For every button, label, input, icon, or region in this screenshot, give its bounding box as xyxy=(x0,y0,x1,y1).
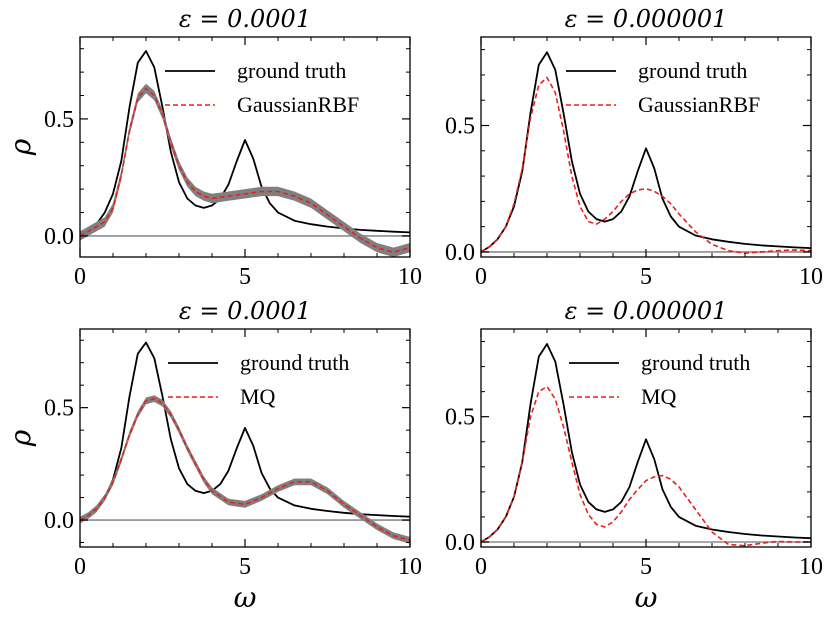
series-line-ground-truth xyxy=(80,50,410,237)
legend: ground truth GaussianRBF xyxy=(165,58,359,117)
x-tick-label: 10 xyxy=(398,264,422,290)
x-tick-label: 0 xyxy=(475,264,487,290)
subplot-2: 0 5 10 0.0 0.5 ε = 0.000001 ground truth Gaussi… xyxy=(445,5,823,290)
y-tick-label: 0.0 xyxy=(44,224,74,250)
legend-label: ground truth xyxy=(641,350,750,375)
x-tick-label: 10 xyxy=(799,554,823,580)
y-tick-label: 0.0 xyxy=(44,508,74,534)
y-axis-label: ρ xyxy=(4,138,37,156)
y-axis-label: ρ xyxy=(4,429,37,447)
y-tick-label: 0.5 xyxy=(44,396,74,422)
series-line-gaussianrbf xyxy=(481,76,811,254)
y-tick-label: 0.0 xyxy=(445,530,475,556)
x-tick-label: 0 xyxy=(74,554,86,580)
legend-label: MQ xyxy=(240,384,276,409)
x-tick-label: 0 xyxy=(475,554,487,580)
x-tick-label: 0 xyxy=(74,264,86,290)
x-tick-label: 5 xyxy=(640,264,652,290)
subplot-title: ε = 0.0001 xyxy=(179,5,311,33)
subplot-1: 0 5 10 0.0 0.5 ε = 0.0001 ρ ground truth Gaussia… xyxy=(4,5,422,290)
subplot-title: ε = 0.000001 xyxy=(565,5,728,33)
y-tick-label: 0.0 xyxy=(445,240,475,266)
legend: ground truth MQ xyxy=(168,350,349,409)
x-axis-label: ω xyxy=(234,581,257,614)
uncertainty-band xyxy=(80,395,410,544)
y-tick-label: 0.5 xyxy=(445,405,475,431)
subplot-4: 0 5 10 0.0 0.5 ε = 0.000001 ω ground truth MQ xyxy=(445,297,823,614)
series-line-gaussianrbf xyxy=(80,87,410,254)
y-tick-label: 0.5 xyxy=(44,107,74,133)
legend: ground truth MQ xyxy=(569,350,750,409)
y-tick-label: 0.5 xyxy=(445,114,475,140)
legend-label: GaussianRBF xyxy=(638,92,760,117)
subplot-title: ε = 0.000001 xyxy=(565,297,728,325)
legend-label: ground truth xyxy=(237,58,346,83)
x-tick-label: 5 xyxy=(239,264,251,290)
series-line-mq xyxy=(80,397,410,542)
legend-label: ground truth xyxy=(240,350,349,375)
legend: ground truth GaussianRBF xyxy=(566,58,760,117)
x-tick-label: 10 xyxy=(799,264,823,290)
x-axis-label: ω xyxy=(635,581,658,614)
subplot-title: ε = 0.0001 xyxy=(179,297,311,325)
x-tick-label: 10 xyxy=(398,554,422,580)
legend-label: MQ xyxy=(641,384,677,409)
subplot-3: 0 5 10 0.0 0.5 ε = 0.0001 ρ ω ground truth MQ xyxy=(4,297,422,614)
x-tick-label: 5 xyxy=(640,554,652,580)
x-tick-label: 5 xyxy=(239,554,251,580)
legend-label: ground truth xyxy=(638,58,747,83)
legend-label: GaussianRBF xyxy=(237,92,359,117)
uncertainty-band xyxy=(80,83,410,257)
series-line-mq xyxy=(481,385,811,547)
